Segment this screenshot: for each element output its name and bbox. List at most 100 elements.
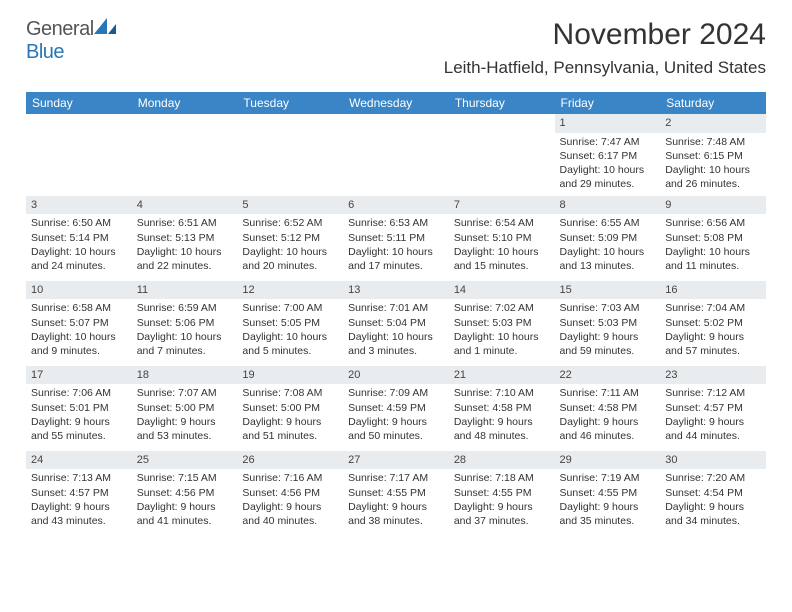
day-number: 21 xyxy=(449,366,555,385)
day-content: Sunrise: 7:19 AMSunset: 4:55 PMDaylight:… xyxy=(555,469,661,532)
day-content: Sunrise: 6:54 AMSunset: 5:10 PMDaylight:… xyxy=(449,214,555,277)
calendar-day-cell: 29Sunrise: 7:19 AMSunset: 4:55 PMDayligh… xyxy=(555,451,661,536)
day-number: 4 xyxy=(132,196,238,215)
day-sunset: Sunset: 5:13 PM xyxy=(137,231,233,245)
day-number: 13 xyxy=(343,281,449,300)
day-sunrise: Sunrise: 6:59 AM xyxy=(137,301,233,315)
day-sunset: Sunset: 5:05 PM xyxy=(242,316,338,330)
day-sunrise: Sunrise: 7:09 AM xyxy=(348,386,444,400)
day-number: 12 xyxy=(237,281,343,300)
day-number: 28 xyxy=(449,451,555,470)
logo-text-general: General xyxy=(26,18,94,40)
day-daylight: Daylight: 10 hours and 26 minutes. xyxy=(665,163,761,191)
logo-sail-icon xyxy=(94,17,116,40)
calendar-day-cell: 24Sunrise: 7:13 AMSunset: 4:57 PMDayligh… xyxy=(26,451,132,536)
weekday-header: Saturday xyxy=(660,92,766,114)
calendar-table: SundayMondayTuesdayWednesdayThursdayFrid… xyxy=(26,92,766,536)
day-sunset: Sunset: 5:11 PM xyxy=(348,231,444,245)
day-number: 18 xyxy=(132,366,238,385)
page-title: November 2024 xyxy=(444,18,766,52)
day-sunrise: Sunrise: 6:54 AM xyxy=(454,216,550,230)
day-number: 20 xyxy=(343,366,449,385)
day-sunrise: Sunrise: 7:00 AM xyxy=(242,301,338,315)
day-number: 23 xyxy=(660,366,766,385)
logo-text-blue: Blue xyxy=(26,41,64,63)
calendar-week-row: 17Sunrise: 7:06 AMSunset: 5:01 PMDayligh… xyxy=(26,366,766,451)
day-sunrise: Sunrise: 6:55 AM xyxy=(560,216,656,230)
day-sunrise: Sunrise: 7:18 AM xyxy=(454,471,550,485)
day-daylight: Daylight: 10 hours and 5 minutes. xyxy=(242,330,338,358)
day-content: Sunrise: 7:00 AMSunset: 5:05 PMDaylight:… xyxy=(237,299,343,362)
day-sunset: Sunset: 4:57 PM xyxy=(31,486,127,500)
day-sunrise: Sunrise: 7:19 AM xyxy=(560,471,656,485)
day-number: 7 xyxy=(449,196,555,215)
day-content: Sunrise: 6:55 AMSunset: 5:09 PMDaylight:… xyxy=(555,214,661,277)
day-number: 25 xyxy=(132,451,238,470)
day-sunrise: Sunrise: 7:17 AM xyxy=(348,471,444,485)
day-daylight: Daylight: 9 hours and 38 minutes. xyxy=(348,500,444,528)
day-content: Sunrise: 7:20 AMSunset: 4:54 PMDaylight:… xyxy=(660,469,766,532)
weekday-header-row: SundayMondayTuesdayWednesdayThursdayFrid… xyxy=(26,92,766,114)
day-content: Sunrise: 7:02 AMSunset: 5:03 PMDaylight:… xyxy=(449,299,555,362)
calendar-day-cell: 19Sunrise: 7:08 AMSunset: 5:00 PMDayligh… xyxy=(237,366,343,451)
day-sunset: Sunset: 4:54 PM xyxy=(665,486,761,500)
day-number: 3 xyxy=(26,196,132,215)
day-number: 14 xyxy=(449,281,555,300)
day-sunrise: Sunrise: 7:20 AM xyxy=(665,471,761,485)
day-content: Sunrise: 7:06 AMSunset: 5:01 PMDaylight:… xyxy=(26,384,132,447)
day-sunset: Sunset: 5:03 PM xyxy=(560,316,656,330)
calendar-day-cell: 2Sunrise: 7:48 AMSunset: 6:15 PMDaylight… xyxy=(660,114,766,196)
day-daylight: Daylight: 9 hours and 34 minutes. xyxy=(665,500,761,528)
day-daylight: Daylight: 9 hours and 57 minutes. xyxy=(665,330,761,358)
day-sunset: Sunset: 5:14 PM xyxy=(31,231,127,245)
header: GeneralBlue November 2024 Leith-Hatfield… xyxy=(26,18,766,78)
calendar-day-cell xyxy=(26,114,132,196)
calendar-day-cell: 9Sunrise: 6:56 AMSunset: 5:08 PMDaylight… xyxy=(660,196,766,281)
day-daylight: Daylight: 10 hours and 29 minutes. xyxy=(560,163,656,191)
logo: GeneralBlue xyxy=(26,18,116,64)
calendar-day-cell: 12Sunrise: 7:00 AMSunset: 5:05 PMDayligh… xyxy=(237,281,343,366)
day-sunrise: Sunrise: 7:47 AM xyxy=(560,135,656,149)
day-daylight: Daylight: 10 hours and 7 minutes. xyxy=(137,330,233,358)
day-sunrise: Sunrise: 7:48 AM xyxy=(665,135,761,149)
day-content: Sunrise: 6:51 AMSunset: 5:13 PMDaylight:… xyxy=(132,214,238,277)
weekday-header: Thursday xyxy=(449,92,555,114)
day-sunset: Sunset: 5:07 PM xyxy=(31,316,127,330)
day-content: Sunrise: 7:15 AMSunset: 4:56 PMDaylight:… xyxy=(132,469,238,532)
day-content: Sunrise: 7:10 AMSunset: 4:58 PMDaylight:… xyxy=(449,384,555,447)
day-sunrise: Sunrise: 6:50 AM xyxy=(31,216,127,230)
day-daylight: Daylight: 9 hours and 50 minutes. xyxy=(348,415,444,443)
calendar-day-cell: 3Sunrise: 6:50 AMSunset: 5:14 PMDaylight… xyxy=(26,196,132,281)
day-content: Sunrise: 7:13 AMSunset: 4:57 PMDaylight:… xyxy=(26,469,132,532)
day-daylight: Daylight: 9 hours and 44 minutes. xyxy=(665,415,761,443)
day-number: 26 xyxy=(237,451,343,470)
day-sunset: Sunset: 4:59 PM xyxy=(348,401,444,415)
weekday-header: Tuesday xyxy=(237,92,343,114)
weekday-header: Monday xyxy=(132,92,238,114)
day-daylight: Daylight: 10 hours and 3 minutes. xyxy=(348,330,444,358)
calendar-day-cell: 10Sunrise: 6:58 AMSunset: 5:07 PMDayligh… xyxy=(26,281,132,366)
calendar-day-cell: 28Sunrise: 7:18 AMSunset: 4:55 PMDayligh… xyxy=(449,451,555,536)
day-daylight: Daylight: 9 hours and 46 minutes. xyxy=(560,415,656,443)
day-content: Sunrise: 7:11 AMSunset: 4:58 PMDaylight:… xyxy=(555,384,661,447)
day-number: 19 xyxy=(237,366,343,385)
day-sunrise: Sunrise: 7:10 AM xyxy=(454,386,550,400)
calendar-day-cell: 22Sunrise: 7:11 AMSunset: 4:58 PMDayligh… xyxy=(555,366,661,451)
calendar-day-cell: 14Sunrise: 7:02 AMSunset: 5:03 PMDayligh… xyxy=(449,281,555,366)
day-sunset: Sunset: 4:55 PM xyxy=(348,486,444,500)
day-sunrise: Sunrise: 7:16 AM xyxy=(242,471,338,485)
day-content: Sunrise: 7:18 AMSunset: 4:55 PMDaylight:… xyxy=(449,469,555,532)
day-content: Sunrise: 6:50 AMSunset: 5:14 PMDaylight:… xyxy=(26,214,132,277)
day-sunset: Sunset: 6:17 PM xyxy=(560,149,656,163)
day-content: Sunrise: 7:47 AMSunset: 6:17 PMDaylight:… xyxy=(555,133,661,196)
day-number: 10 xyxy=(26,281,132,300)
calendar-day-cell xyxy=(449,114,555,196)
day-sunrise: Sunrise: 7:03 AM xyxy=(560,301,656,315)
day-number: 6 xyxy=(343,196,449,215)
day-daylight: Daylight: 9 hours and 53 minutes. xyxy=(137,415,233,443)
calendar-day-cell: 20Sunrise: 7:09 AMSunset: 4:59 PMDayligh… xyxy=(343,366,449,451)
day-sunset: Sunset: 5:00 PM xyxy=(137,401,233,415)
day-content: Sunrise: 6:59 AMSunset: 5:06 PMDaylight:… xyxy=(132,299,238,362)
day-number: 27 xyxy=(343,451,449,470)
day-content: Sunrise: 7:07 AMSunset: 5:00 PMDaylight:… xyxy=(132,384,238,447)
